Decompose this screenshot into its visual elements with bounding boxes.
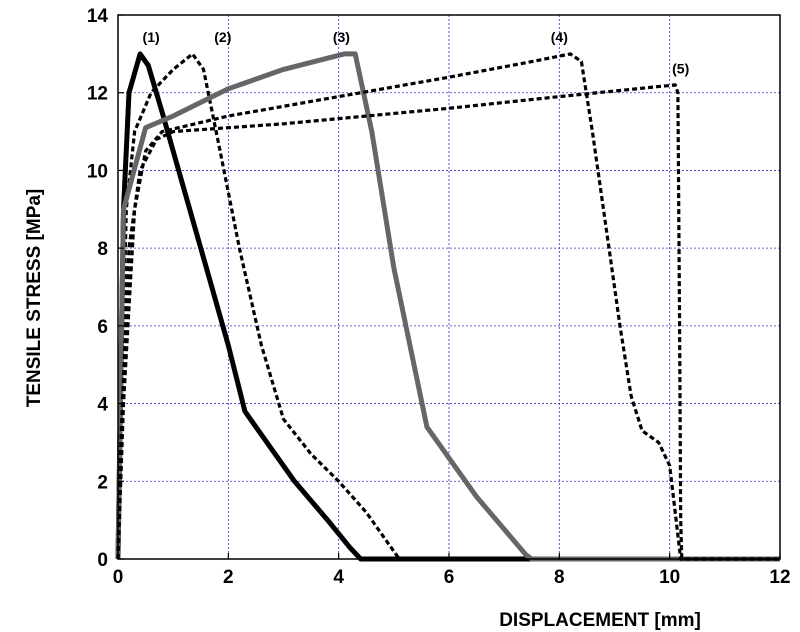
curve-label-2: (2) <box>214 29 231 45</box>
curve-label-4: (4) <box>551 29 568 45</box>
y-tick-label: 0 <box>97 550 108 571</box>
series-line-2 <box>116 52 780 561</box>
y-tick-label: 4 <box>97 395 108 416</box>
x-tick-label: 6 <box>444 567 455 588</box>
x-tick-label: 10 <box>659 567 680 588</box>
series-line-4 <box>116 52 780 561</box>
y-axis-title: TENSILE STRESS [MPa] <box>24 189 45 408</box>
x-tick-label: 8 <box>554 567 565 588</box>
grid <box>118 15 780 559</box>
curve-labels: (1) (2) (3) (4) (5) <box>143 29 690 76</box>
y-tick-label: 2 <box>97 472 108 493</box>
y-tick-label: 14 <box>87 6 109 27</box>
y-tick-label: 6 <box>97 317 108 338</box>
x-tick-label: 0 <box>113 567 124 588</box>
x-tick-label: 2 <box>223 567 234 588</box>
series-lines <box>115 51 780 562</box>
curve-label-1: (1) <box>143 29 160 45</box>
curve-label-3: (3) <box>333 29 350 45</box>
x-axis-title: DISPLACEMENT [mm] <box>499 610 701 631</box>
series-line-3 <box>115 51 780 562</box>
x-tick-label: 12 <box>769 567 790 588</box>
series-line-1 <box>115 51 780 562</box>
y-tick-label: 12 <box>87 84 108 105</box>
x-tick-label: 4 <box>333 567 344 588</box>
curve-label-5: (5) <box>672 60 689 76</box>
y-tick-label: 10 <box>87 161 108 182</box>
series-line-5 <box>116 83 780 561</box>
axis-ticks: 0 2 4 6 8 10 12 0 2 4 6 8 10 12 14 <box>87 6 791 588</box>
y-tick-label: 8 <box>97 239 108 260</box>
